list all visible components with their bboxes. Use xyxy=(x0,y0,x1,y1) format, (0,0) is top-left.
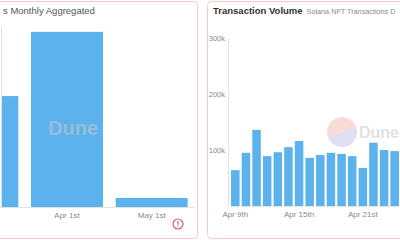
bar xyxy=(31,32,103,207)
warning-circle xyxy=(173,219,183,229)
bar xyxy=(116,198,188,207)
warning-icon xyxy=(173,219,183,229)
bar xyxy=(348,156,357,206)
x-tick-label: Apr 9th xyxy=(222,210,248,219)
x-tick: Apr 15th xyxy=(284,210,314,219)
y-tick: 300k xyxy=(209,34,228,43)
warning-bar xyxy=(177,221,178,225)
warning-dot xyxy=(177,226,178,227)
bar xyxy=(263,156,272,206)
x-tick: Apr 1st xyxy=(54,211,80,220)
bar xyxy=(252,130,261,206)
x-axis: Apr 9th Apr 15th Apr 21st xyxy=(222,207,400,219)
x-tick: Apr 21st xyxy=(348,210,379,219)
x-tick: May 1st xyxy=(138,211,167,220)
x-axis-line xyxy=(231,206,400,207)
logo xyxy=(327,117,357,147)
bar xyxy=(1,96,18,207)
bar xyxy=(327,153,336,206)
y-tick: 200k xyxy=(209,90,228,99)
logo-bottom xyxy=(328,128,357,147)
y-axis-line xyxy=(1,27,2,208)
dashboard: DuneApr 1stMay 1sts Monthly AggregatedDu… xyxy=(0,0,400,240)
y-tick-label: 300k xyxy=(209,34,226,43)
chart-panel: Dune Apr 9th Apr 15th Apr 21st 100k 200k 300k T… xyxy=(208,2,400,239)
y-tick-label: 200k xyxy=(209,90,226,99)
bar xyxy=(231,170,240,206)
bar xyxy=(369,143,378,206)
bar xyxy=(284,147,293,206)
x-axis-line xyxy=(0,207,195,208)
bar xyxy=(242,153,251,206)
x-tick: Apr 9th xyxy=(222,210,248,219)
bar xyxy=(316,155,325,206)
bar xyxy=(295,141,304,206)
y-tick-label: 100k xyxy=(209,146,226,155)
x-tick-label: Apr 21st xyxy=(348,210,379,219)
bar xyxy=(305,158,314,206)
panel-frame xyxy=(0,2,198,239)
y-tick: 100k xyxy=(209,146,228,155)
x-axis: Apr 1st May 1st xyxy=(0,208,195,220)
bar xyxy=(337,154,346,206)
chart-panel: Dune Apr 1st May 1st s Monthly Aggregated xyxy=(0,2,198,239)
plot-area xyxy=(231,130,399,206)
title: Transaction Volume xyxy=(213,5,303,16)
y-axis-line xyxy=(228,39,229,207)
title: s Monthly Aggregated xyxy=(3,5,95,16)
bar xyxy=(380,150,389,206)
bar xyxy=(390,151,399,206)
y-axis xyxy=(1,27,2,208)
subtitle: Solana NFT Transactions D xyxy=(307,7,396,16)
y-axis: 100k 200k 300k xyxy=(209,34,229,207)
panel-frame xyxy=(208,2,400,239)
x-tick-label: Apr 1st xyxy=(54,211,80,220)
x-tick-label: May 1st xyxy=(138,211,167,220)
watermark: Dune xyxy=(48,117,98,139)
bar xyxy=(359,168,368,206)
plot-area xyxy=(1,32,188,207)
x-tick-label: Apr 15th xyxy=(284,210,314,219)
bar xyxy=(274,152,283,206)
watermark: Dune xyxy=(359,124,399,141)
